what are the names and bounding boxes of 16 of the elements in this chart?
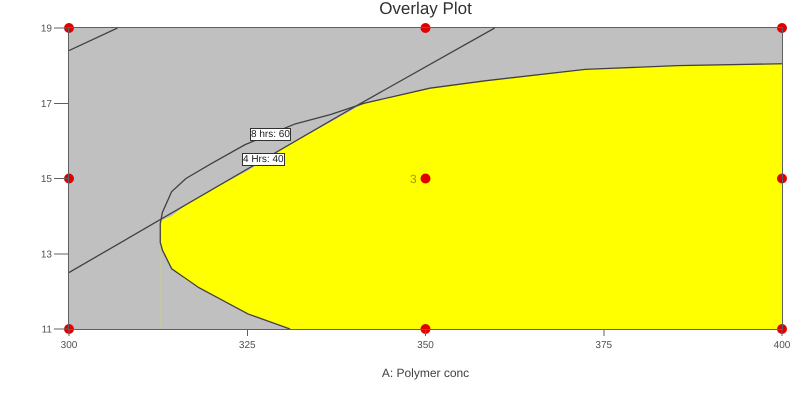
- y-tick-label: 13: [40, 249, 52, 260]
- x-axis-title: A: Polymer conc: [382, 366, 470, 380]
- x-tick-label: 400: [774, 340, 791, 351]
- y-tick-label: 19: [40, 24, 52, 34]
- annotation: 4 Hrs: 40: [243, 154, 284, 165]
- y-tick-label: 17: [40, 98, 52, 110]
- x-tick-label: 375: [595, 340, 613, 351]
- chart-title: Overlay Plot: [379, 0, 472, 18]
- y-tick-label: 15: [40, 174, 52, 185]
- x-tick-label: 350: [417, 340, 434, 351]
- point: [420, 174, 430, 184]
- y-tick-label: 11: [42, 324, 52, 336]
- x-tick-label: 300: [60, 340, 78, 351]
- annotation: 3: [410, 172, 417, 186]
- annotation: 8 hrs: 60: [251, 129, 290, 140]
- x-tick-label: 325: [238, 340, 256, 351]
